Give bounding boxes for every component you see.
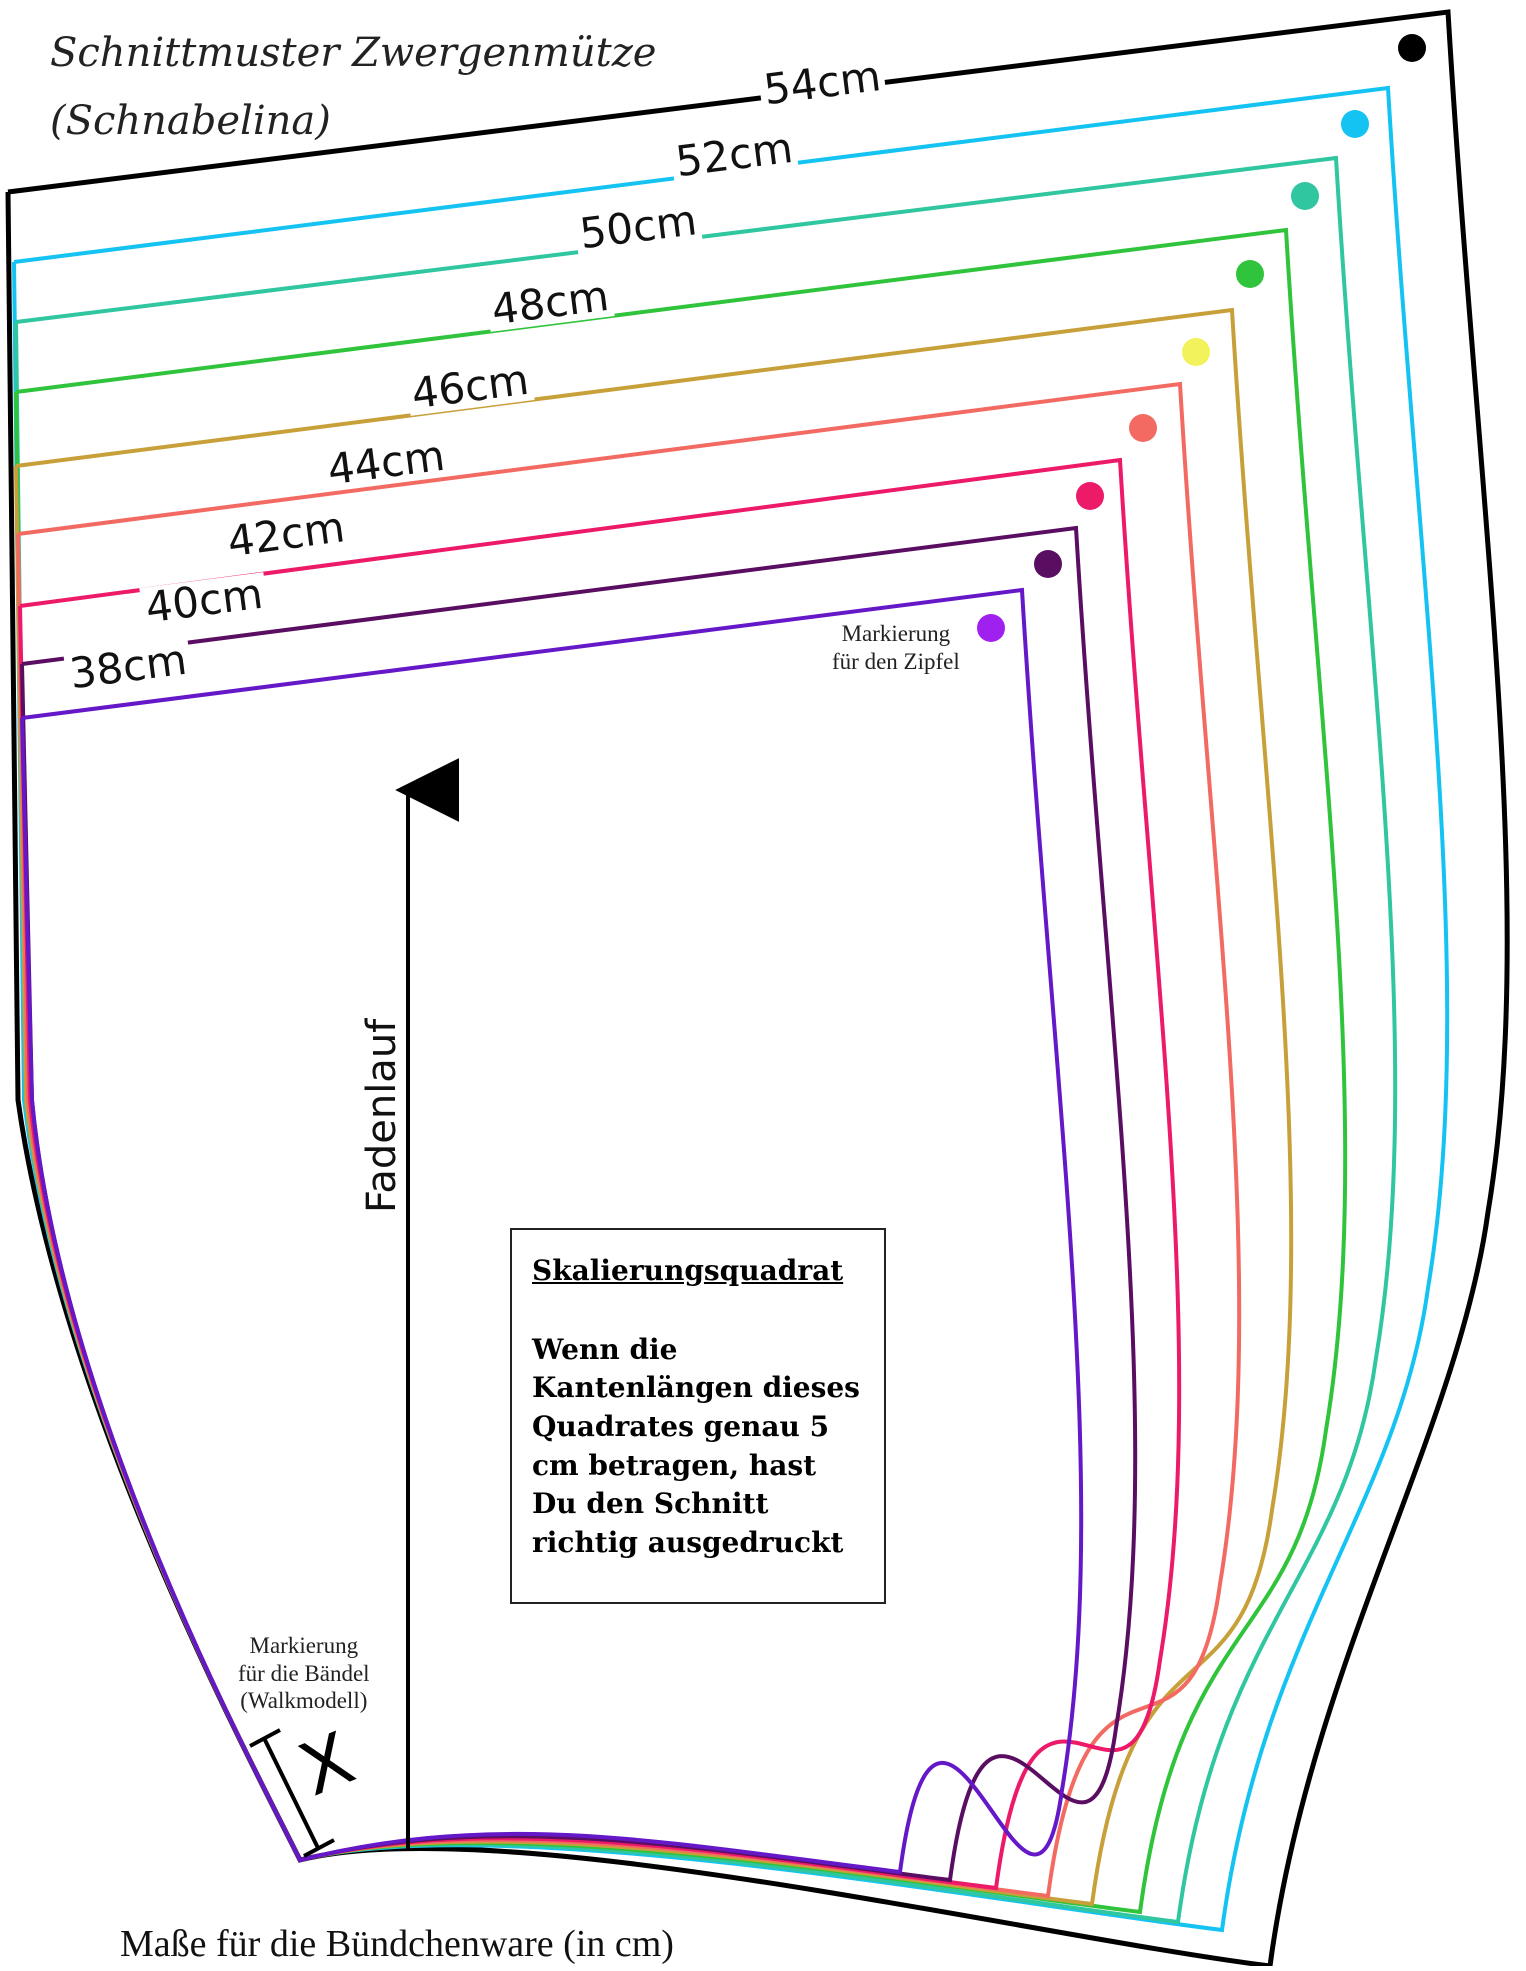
marker-dot-48cm bbox=[1236, 260, 1264, 288]
baendel-measure-cap-top bbox=[249, 1728, 281, 1748]
scale-square-line-5: Du den Schnitt bbox=[532, 1487, 769, 1521]
marker-dot-42cm bbox=[1076, 482, 1104, 510]
baendel-note-line-1: Markierung bbox=[249, 1633, 359, 1658]
scale-square: Skalierungsquadrat Wenn die Kantenlängen… bbox=[510, 1228, 886, 1604]
scale-square-heading: Skalierungsquadrat bbox=[532, 1254, 844, 1287]
marker-dot-54cm bbox=[1398, 34, 1426, 62]
marker-dot-40cm bbox=[1034, 550, 1062, 578]
marker-dot-38cm bbox=[977, 614, 1005, 642]
marker-dot-44cm bbox=[1129, 414, 1157, 442]
baendel-note-line-3: (Walkmodell) bbox=[240, 1688, 368, 1714]
scale-square-line-4: cm betragen, hast bbox=[532, 1448, 817, 1482]
bottom-caption: Maße für die Bündchenware (in cm) bbox=[120, 1923, 674, 1965]
outline-50cm bbox=[14, 155, 1398, 1925]
title-line-2: (Schnabelina) bbox=[50, 98, 331, 144]
grain-label: Fadenlauf bbox=[359, 1018, 405, 1213]
outline-46cm bbox=[14, 307, 1294, 1907]
zipfel-note: Markierung für den Zipfel bbox=[832, 620, 960, 675]
outline-38cm bbox=[20, 587, 1084, 1875]
outline-42cm bbox=[18, 457, 1182, 1891]
title-line-1: Schnittmuster Zwergenmütze bbox=[50, 30, 657, 76]
baendel-note-line-2: für die Bändel bbox=[238, 1660, 370, 1686]
scale-square-line-3: Quadrates genau 5 bbox=[532, 1409, 830, 1443]
scale-square-line-1: Wenn die bbox=[532, 1332, 678, 1366]
marker-dot-50cm bbox=[1291, 182, 1319, 210]
outline-48cm bbox=[14, 227, 1348, 1915]
scale-square-line-6: richtig ausgedruckt bbox=[532, 1525, 844, 1559]
baendel-measure-cap-bottom bbox=[303, 1838, 335, 1858]
scale-square-line-2: Kantenlängen dieses bbox=[532, 1371, 860, 1405]
zipfel-note-line-1: Markierung bbox=[841, 621, 951, 646]
outline-40cm bbox=[20, 525, 1138, 1883]
baendel-note: Markierung für die Bändel (Walkmodell) bbox=[238, 1632, 370, 1715]
marker-dot-52cm bbox=[1341, 110, 1369, 138]
marker-dot-46cm bbox=[1182, 338, 1210, 366]
baendel-measure-line bbox=[262, 1737, 320, 1849]
zipfel-note-line-2: für den Zipfel bbox=[832, 648, 960, 674]
